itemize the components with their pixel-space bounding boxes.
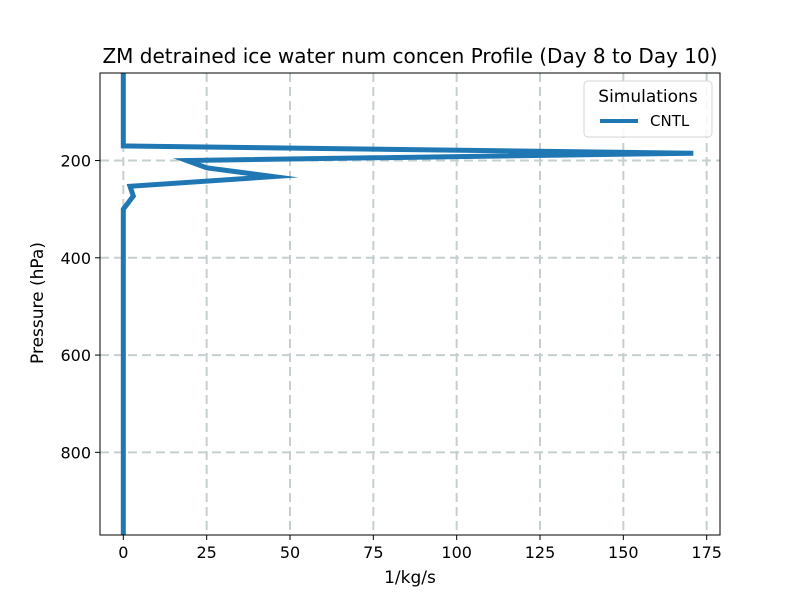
chart-title: ZM detrained ice water num concen Profil… xyxy=(102,44,717,68)
legend-title: Simulations xyxy=(598,87,698,107)
legend: Simulations CNTL xyxy=(583,80,713,138)
y-axis-label: Pressure (hPa) xyxy=(28,242,48,364)
x-tick-label: 50 xyxy=(280,543,300,562)
x-tick-label: 100 xyxy=(441,543,472,562)
x-axis-label: 1/kg/s xyxy=(384,568,436,588)
y-tick-label: 400 xyxy=(60,249,91,268)
axis-ticks: 0 25 50 75 100 125 150 175 200 400 600 800 xyxy=(60,152,721,562)
x-tick-label: 0 xyxy=(118,543,128,562)
y-tick-label: 800 xyxy=(60,443,91,462)
y-tick-label: 200 xyxy=(60,152,91,171)
x-tick-label: 75 xyxy=(363,543,383,562)
series-line-cntl xyxy=(120,73,694,535)
x-tick-label: 25 xyxy=(196,543,216,562)
y-tick-label: 600 xyxy=(60,346,91,365)
x-tick-label: 150 xyxy=(608,543,639,562)
x-tick-label: 175 xyxy=(691,543,722,562)
legend-label-cntl: CNTL xyxy=(650,112,690,130)
plot-frame xyxy=(99,72,721,536)
x-tick-label: 125 xyxy=(525,543,556,562)
series-layer xyxy=(120,73,694,535)
